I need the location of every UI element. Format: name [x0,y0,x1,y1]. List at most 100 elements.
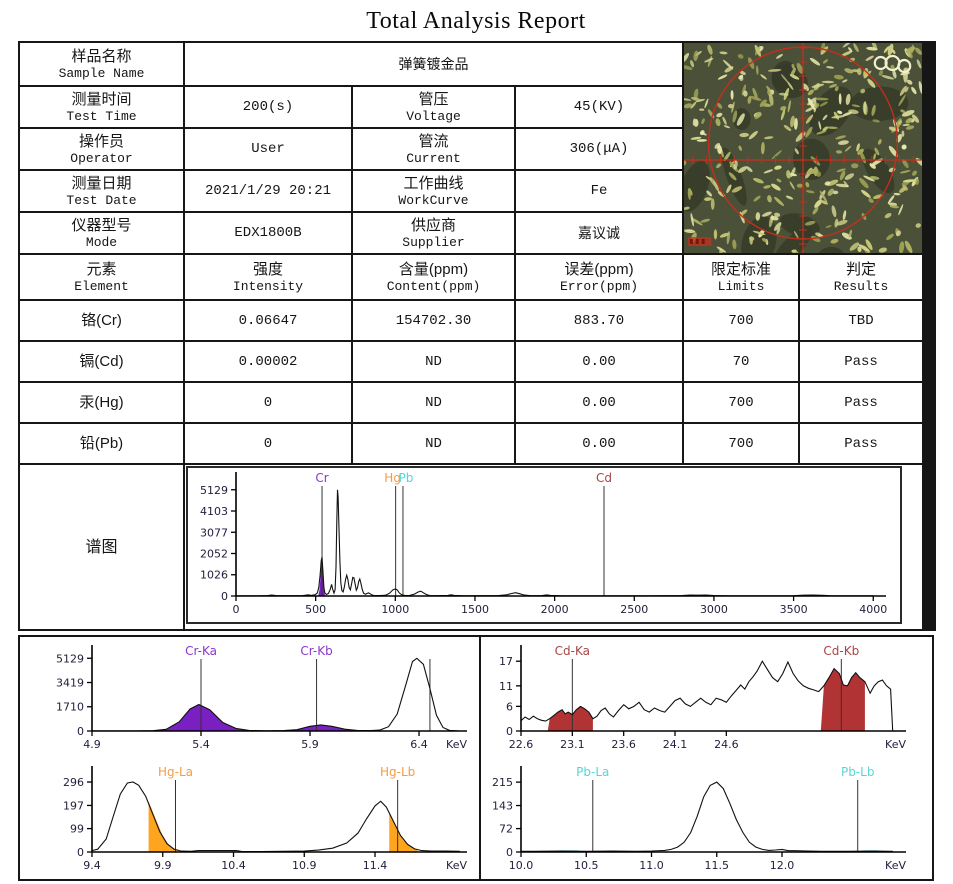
col-header-element: 元素 Element [20,255,183,299]
svg-text:99: 99 [70,823,84,836]
cell-text: 700 [728,394,754,411]
value-text: 200(s) [242,99,294,115]
svg-text:0: 0 [77,846,84,859]
svg-text:17: 17 [499,655,513,668]
label-zh: 样品名称 [71,47,132,65]
element-cell-hg-content: ND [353,383,514,422]
svg-text:4000: 4000 [859,603,887,616]
svg-text:5.9: 5.9 [301,738,319,751]
svg-text:0: 0 [506,846,513,859]
col-header-error: 误差(ppm) Error(ppm) [516,255,682,299]
cell-text: 0 [263,435,273,452]
svg-text:10.0: 10.0 [509,859,534,872]
svg-text:11: 11 [499,680,513,693]
svg-text:11.5: 11.5 [705,859,730,872]
cell-text: ND [425,353,442,370]
value-text: 306(μA) [569,141,629,157]
svg-text:3419: 3419 [56,677,84,690]
hg-window-chart: 0 99 197 296 9.4 9.9 10.4 10.9 11.4 KeV Hg-La Hg-Lb [20,758,479,879]
spectrum-row-label: 谱图 [20,465,183,629]
header-zh: 强度 [252,260,283,278]
svg-text:KeV: KeV [446,738,467,751]
cell-text: ND [425,435,442,452]
info-label-test-date: 测量日期 Test Date [20,171,183,211]
svg-text:296: 296 [63,776,84,789]
svg-text:197: 197 [63,799,84,812]
label-zh: 仪器型号 [71,216,132,234]
svg-text:5.4: 5.4 [192,738,210,751]
spectrum-chart: 0 1026 2052 3077 4103 5129 0 500 1000 1500 2000 250… [188,468,900,622]
element-cell-cr-intensity: 0.06647 [185,301,351,340]
label-zh: 测量日期 [71,174,132,192]
element-cell-pb-result: Pass [800,424,922,463]
cr-window-chart: 0 1710 3419 5129 4.9 5.4 5.9 6.4 KeV Cr-Ka Cr-Kb [20,637,479,758]
svg-text:5129: 5129 [56,652,84,665]
svg-text:4.9: 4.9 [83,738,101,751]
svg-text:3500: 3500 [780,603,808,616]
info-value-sample-name: 弹簧镀金品 [185,43,682,85]
cell-text: 0.00002 [238,353,298,370]
info-value-test-date: 2021/1/29 20:21 [185,171,351,211]
charts-right-column: 0 6 11 17 22.6 23.1 23.6 24.1 24.6 KeV Cd-Ka Cd-Kb … [481,637,932,879]
spectrum-chart-frame: 0 1026 2052 3077 4103 5129 0 500 1000 1500 2000 250… [186,466,902,624]
cell-text: 0 [263,394,273,411]
cell-text: TBD [848,312,874,329]
label-en: Test Time [66,108,137,124]
value-text: 弹簧镀金品 [398,58,469,74]
label-zh: 管压 [418,90,449,108]
spectrum-row-cell: 0 1026 2052 3077 4103 5129 0 500 1000 1500 2000 250… [185,465,922,629]
cell-text: ND [425,394,442,411]
svg-text:11.4: 11.4 [363,859,388,872]
svg-text:10.9: 10.9 [292,859,317,872]
label-zh: 管流 [418,132,449,150]
info-label-operator: 操作员 Operator [20,129,183,169]
info-value-mode: EDX1800B [185,213,351,253]
element-cell-cd-error: 0.00 [516,342,682,381]
svg-text:3000: 3000 [700,603,728,616]
svg-text:Cr-Ka: Cr-Ka [185,644,217,658]
svg-text:Cr-Kb: Cr-Kb [300,644,332,658]
info-label-voltage: 管压 Voltage [353,87,514,127]
svg-text:0: 0 [506,725,513,738]
element-cell-cd-result: Pass [800,342,922,381]
svg-text:Pb-La: Pb-La [576,765,609,779]
header-en: Intensity [232,278,304,294]
svg-text:KeV: KeV [885,738,906,751]
svg-text:Cd-Ka: Cd-Ka [555,644,590,658]
element-cell-hg-error: 0.00 [516,383,682,422]
label-en: Voltage [406,108,461,124]
svg-text:2052: 2052 [200,547,228,560]
element-cell-hg-intensity: 0 [185,383,351,422]
sample-photo-image [684,43,922,253]
svg-text:6.4: 6.4 [410,738,428,751]
svg-text:10.5: 10.5 [574,859,599,872]
info-label-workcurve: 工作曲线 WorkCurve [353,171,514,211]
cd-window-chart: 0 6 11 17 22.6 23.1 23.6 24.1 24.6 KeV Cd-Ka Cd-Kb [481,637,932,758]
page-title: Total Analysis Report [366,8,586,34]
header-zh: 限定标准 [710,260,771,278]
element-cell-cr-content: 154702.30 [353,301,514,340]
sample-photo [684,43,922,253]
element-cell-hg-result: Pass [800,383,922,422]
value-text: 45(KV) [573,99,625,115]
svg-text:Hg-La: Hg-La [158,765,193,779]
svg-text:500: 500 [305,603,326,616]
label-en: Test Date [66,192,137,208]
value-text: Fe [590,183,608,199]
header-zh: 判定 [845,260,876,278]
element-cell-cd-name: 镉(Cd) [20,342,183,381]
element-cell-cr-name: 铬(Cr) [20,301,183,340]
svg-text:5129: 5129 [200,484,228,497]
svg-text:22.6: 22.6 [509,738,534,751]
cell-text: 0.06647 [238,312,298,329]
pb-window-chart: 0 72 143 215 10.0 10.5 11.0 11.5 12.0 KeV Pb-La Pb-… [481,758,932,879]
label-zh: 供应商 [410,216,456,234]
element-cell-pb-intensity: 0 [185,424,351,463]
svg-text:24.6: 24.6 [714,738,739,751]
header-zh: 含量(ppm) [398,260,469,278]
header-en: Error(ppm) [559,278,638,294]
svg-text:KeV: KeV [446,859,467,872]
svg-text:Cd: Cd [596,471,612,485]
svg-text:Cr: Cr [315,471,328,485]
